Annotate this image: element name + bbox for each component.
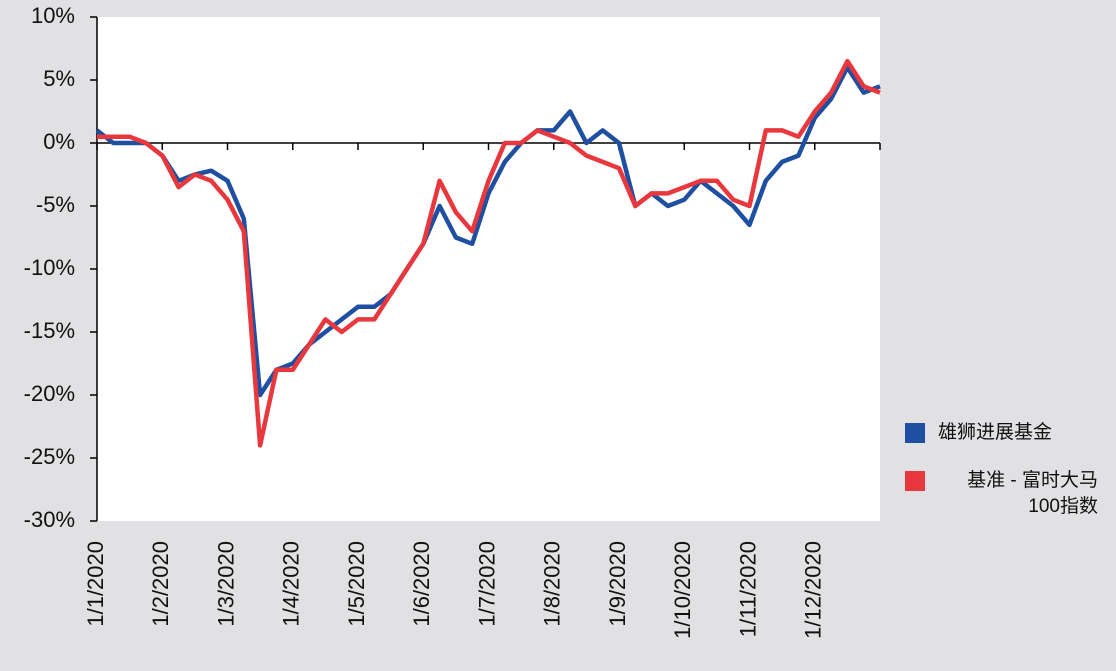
x-tick-label: 1/10/2020 [670,541,695,639]
x-tick-label: 1/1/2020 [83,541,108,627]
x-tick-label: 1/5/2020 [344,541,369,627]
y-tick-label: -20% [24,381,75,406]
x-tick-label: 1/9/2020 [605,541,630,627]
legend-swatch [905,423,925,443]
y-tick-label: -30% [24,507,75,532]
legend-label: 雄狮进展基金 [938,422,1053,443]
x-tick-label: 1/8/2020 [540,541,565,627]
y-tick-label: 10% [31,3,75,28]
legend-swatch [905,471,925,491]
y-tick-label: 5% [43,66,75,91]
x-tick-label: 1/12/2020 [801,541,826,639]
x-tick-label: 1/2/2020 [148,541,173,627]
x-tick-label: 1/4/2020 [279,541,304,627]
y-tick-label: -5% [36,192,75,217]
x-tick-label: 1/6/2020 [409,541,434,627]
plot-area [97,17,880,521]
y-tick-label: -25% [24,444,75,469]
y-tick-label: 0% [43,129,75,154]
series-line [95,65,881,398]
series-line [97,58,881,448]
x-tick-label: 1/3/2020 [213,541,238,627]
y-tick-label: -10% [24,255,75,280]
x-tick-label: 1/11/2020 [735,541,760,637]
y-tick-label: -15% [24,318,75,343]
legend-label: 基准 - 富时大马 100指数 [967,470,1098,517]
x-tick-label: 1/7/2020 [474,541,499,627]
